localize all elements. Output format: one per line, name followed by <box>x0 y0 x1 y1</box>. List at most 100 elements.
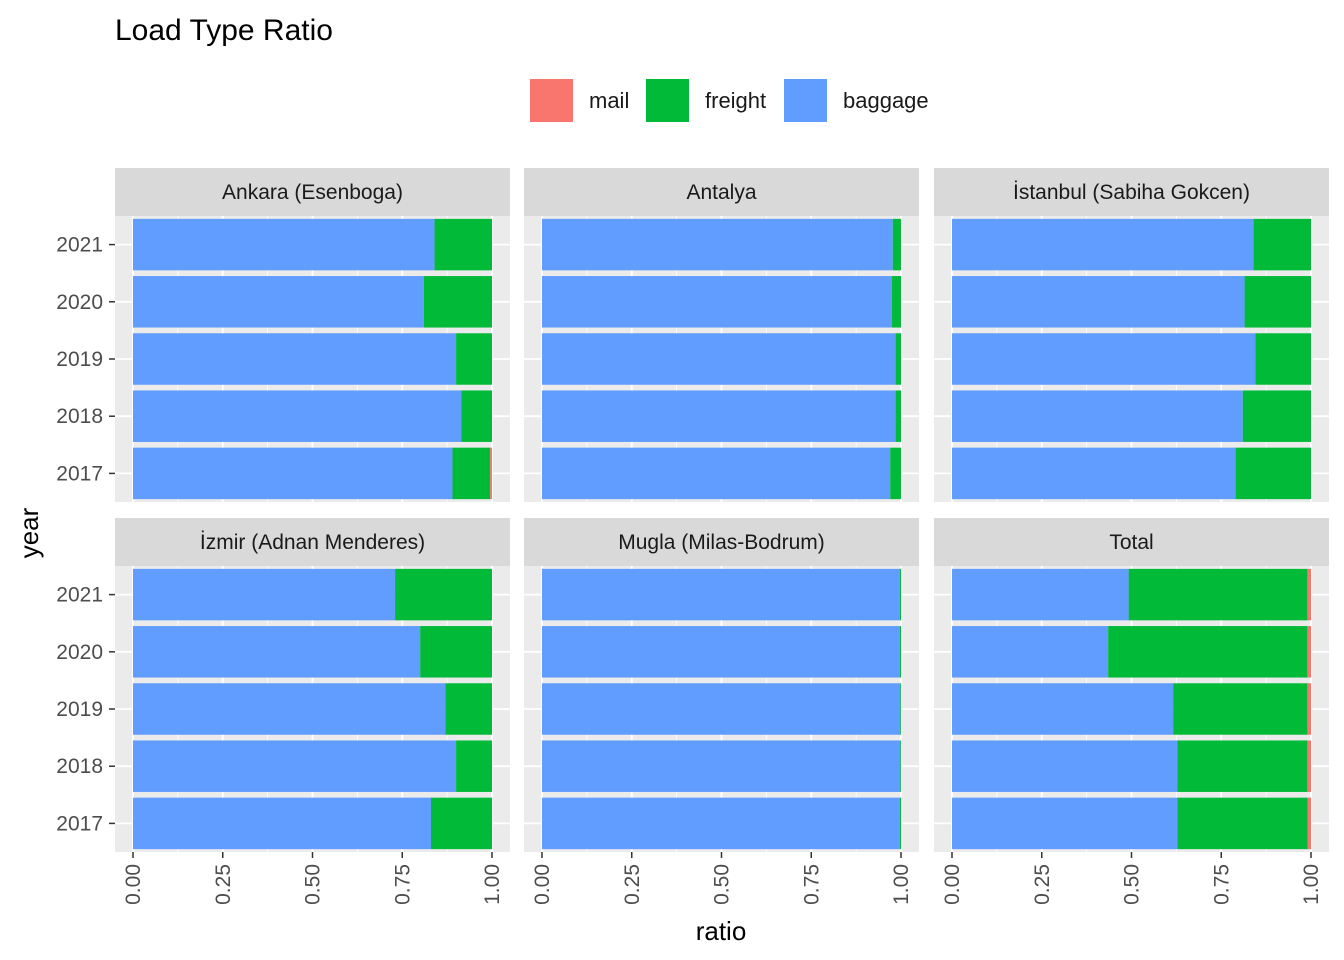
panel-antalya: Antalya <box>524 168 919 502</box>
bar-baggage-2019 <box>542 333 896 385</box>
y-tick-label-2020: 2020 <box>56 291 103 314</box>
strip-label: Mugla (Milas-Bodrum) <box>618 531 825 554</box>
x-tick-label: 0.50 <box>1121 864 1144 905</box>
bar-baggage-2020 <box>952 276 1245 328</box>
bar-mail-2017 <box>1307 797 1311 850</box>
bar-baggage-2018 <box>133 390 462 442</box>
bar-freight-2019 <box>456 333 492 385</box>
x-tick-label: 1.00 <box>481 864 504 905</box>
x-axis-title: ratio <box>696 916 747 946</box>
bar-baggage-2018 <box>952 740 1178 792</box>
bar-freight-2018 <box>1177 740 1308 792</box>
bar-freight-2020 <box>423 276 492 328</box>
bar-mail-2018 <box>1307 740 1311 792</box>
bar-freight-2018 <box>1242 390 1311 442</box>
bar-freight-2021 <box>899 568 901 621</box>
bar-baggage-2021 <box>952 568 1129 621</box>
facet-panels: Ankara (Esenboga) 2017 2018 2019 2020 2021 Ant… <box>56 168 1329 905</box>
bar-baggage-2020 <box>133 626 421 678</box>
x-tick-label: 0.00 <box>941 864 964 905</box>
y-axis-title: year <box>14 507 44 558</box>
bar-baggage-2018 <box>542 390 896 442</box>
x-tick-label: 1.00 <box>1300 864 1323 905</box>
strip-background <box>115 168 510 216</box>
y-tick-label-2020: 2020 <box>56 641 103 664</box>
panel-istanbul-sabiha-gokcen: İstanbul (Sabiha Gokcen) <box>934 168 1329 502</box>
x-tick-label: 0.00 <box>122 864 145 905</box>
x-tick-label: 0.25 <box>1031 864 1054 905</box>
bar-freight-2020 <box>899 626 901 678</box>
bar-freight-2021 <box>434 218 492 271</box>
legend-key-mail <box>530 79 573 122</box>
y-tick-label-2019: 2019 <box>56 348 103 371</box>
bar-freight-2020 <box>420 626 492 678</box>
y-tick-label-2019: 2019 <box>56 698 103 721</box>
legend-label-mail: mail <box>589 88 629 113</box>
strip-background <box>115 518 510 566</box>
strip-label: Antalya <box>686 181 756 204</box>
bar-freight-2019 <box>895 333 901 385</box>
x-tick-label: 0.75 <box>800 864 823 905</box>
bar-baggage-2017 <box>952 447 1236 500</box>
bar-freight-2017 <box>899 797 901 850</box>
bar-baggage-2021 <box>133 568 396 621</box>
strip-background <box>934 168 1329 216</box>
y-tick-label-2021: 2021 <box>56 234 103 257</box>
strip-label: İstanbul (Sabiha Gokcen) <box>1013 181 1250 204</box>
x-tick-label: 1.00 <box>890 864 913 905</box>
panel-mugla-milas-bodrum: Mugla (Milas-Bodrum) 0.00 0.25 0.50 0.75 1.00 <box>524 518 919 905</box>
panel-izmir-adnan-menderes: İzmir (Adnan Menderes) 2017 2018 2019 2020 20… <box>56 518 510 905</box>
bar-freight-2019 <box>900 683 901 735</box>
bar-baggage-2017 <box>542 797 900 850</box>
bar-mail-2017 <box>490 447 492 500</box>
bar-baggage-2019 <box>952 333 1256 385</box>
bar-freight-2018 <box>461 390 492 442</box>
chart-title: Load Type Ratio <box>115 14 333 47</box>
bar-freight-2018 <box>456 740 492 792</box>
strip-label: Total <box>1109 531 1153 554</box>
bar-freight-2020 <box>1108 626 1308 678</box>
bar-freight-2021 <box>1128 568 1308 621</box>
y-tick-label-2018: 2018 <box>56 755 103 778</box>
bar-baggage-2018 <box>952 390 1243 442</box>
strip-background <box>524 518 919 566</box>
x-tick-label: 0.00 <box>531 864 554 905</box>
legend: mail freight baggage <box>530 79 929 122</box>
strip-background <box>934 518 1329 566</box>
strip-label: Ankara (Esenboga) <box>222 181 403 204</box>
y-tick-label-2018: 2018 <box>56 405 103 428</box>
bar-baggage-2018 <box>133 740 457 792</box>
bar-freight-2017 <box>430 797 492 850</box>
bar-baggage-2017 <box>133 797 431 850</box>
legend-key-freight <box>646 79 689 122</box>
bar-freight-2017 <box>1177 797 1308 850</box>
bar-freight-2018 <box>900 740 901 792</box>
bar-baggage-2017 <box>542 447 891 500</box>
bar-baggage-2020 <box>952 626 1109 678</box>
bar-mail-2019 <box>1307 683 1311 735</box>
bar-baggage-2019 <box>133 683 446 735</box>
x-tick-label: 0.75 <box>1210 864 1233 905</box>
bar-baggage-2020 <box>542 626 900 678</box>
x-tick-label: 0.25 <box>621 864 644 905</box>
bar-freight-2020 <box>1244 276 1311 328</box>
bar-baggage-2021 <box>133 218 435 271</box>
y-tick-label-2017: 2017 <box>56 462 103 485</box>
bar-freight-2021 <box>395 568 492 621</box>
strip-background <box>524 168 919 216</box>
bar-freight-2021 <box>1253 218 1311 271</box>
x-tick-label: 0.50 <box>302 864 325 905</box>
bar-freight-2019 <box>1255 333 1311 385</box>
bar-mail-2020 <box>1307 626 1311 678</box>
bar-freight-2021 <box>892 218 901 271</box>
legend-key-baggage <box>784 79 827 122</box>
bar-baggage-2017 <box>133 447 453 500</box>
bar-baggage-2019 <box>542 683 901 735</box>
bar-baggage-2018 <box>542 740 901 792</box>
y-tick-label-2017: 2017 <box>56 812 103 835</box>
x-tick-label: 0.25 <box>212 864 235 905</box>
bar-baggage-2017 <box>952 797 1178 850</box>
bar-freight-2017 <box>1235 447 1311 500</box>
x-tick-label: 0.75 <box>391 864 414 905</box>
